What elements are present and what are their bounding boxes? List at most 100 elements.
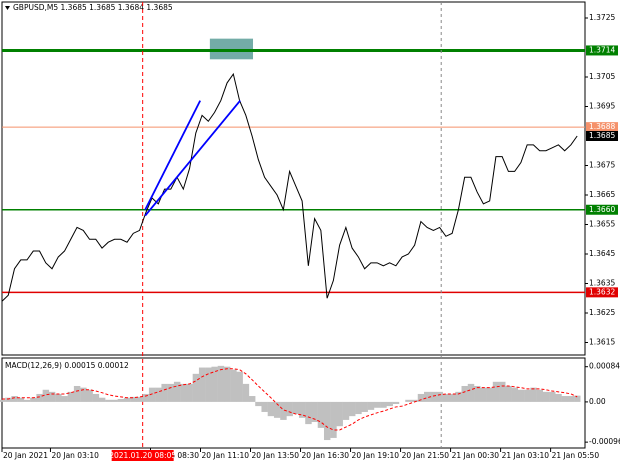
macd-bar (267, 401, 275, 417)
price-line (1, 72, 578, 302)
x-tick-label: 20 Jan 13:50 (252, 451, 300, 460)
macd-bar (248, 396, 256, 402)
signal-line (2, 368, 578, 431)
macd-bar (273, 401, 281, 418)
macd-bar (317, 401, 325, 428)
macd-bar (136, 396, 143, 402)
macd-bar (148, 387, 156, 402)
macd-bar (105, 399, 112, 402)
level-label: 1.3688 (589, 122, 615, 131)
macd-bar (436, 391, 443, 402)
macd-bar (23, 399, 31, 402)
x-tick-label: 20 Jan 08:30 (151, 451, 199, 460)
macd-bar (555, 393, 562, 402)
macd-bar (511, 387, 518, 402)
x-tick-label: 20 Jan 11:10 (202, 451, 250, 460)
level-label: 1.3660 (589, 205, 615, 214)
level-label-box (586, 204, 618, 215)
macd-bar (286, 401, 293, 417)
y-tick-label: 1.3615 (589, 338, 615, 347)
macd-bar (80, 387, 87, 402)
macd-bar (211, 366, 218, 402)
y-tick-label: 1.3675 (589, 161, 615, 170)
macd-bar (130, 396, 137, 402)
y-tick-label: 1.3655 (589, 220, 615, 229)
macd-bar (386, 401, 393, 407)
macd-bar (486, 387, 493, 402)
macd-bar (5, 397, 12, 402)
macd-bar (411, 399, 418, 402)
macd-bar (173, 381, 181, 402)
macd-bar (117, 398, 125, 402)
macd-bar (73, 385, 81, 402)
macd-bar (336, 401, 343, 427)
x-tick-label: 20 Jan 16:30 (302, 451, 350, 460)
macd-bar (367, 401, 375, 410)
macd-bar (542, 391, 550, 402)
macd-bar (111, 399, 118, 402)
macd-bar (230, 369, 237, 402)
macd-bar (536, 389, 543, 402)
macd-bar (417, 393, 425, 402)
menu-icon (5, 6, 10, 10)
level-label-box (586, 45, 618, 56)
macd-bar (348, 401, 356, 417)
macd-bar (61, 396, 68, 402)
level-label: 1.3714 (589, 45, 615, 54)
macd-bar (192, 373, 200, 402)
y-tick-label: 0.00 (589, 397, 606, 406)
macd-bar (123, 397, 131, 402)
y-tick-label: 1.3645 (589, 249, 615, 258)
current-price-label: 1.3685 (589, 131, 615, 140)
macd-bar (449, 393, 456, 402)
macd-bar (574, 395, 581, 402)
macd-bar (242, 383, 250, 402)
x-tick-label: 20 Jan 03:10 (51, 451, 99, 460)
y-tick-label: -0.00096 (589, 437, 620, 446)
macd-bar (323, 401, 331, 441)
macd-bar (467, 383, 475, 402)
macd-bar (48, 391, 56, 402)
macd-bar (461, 385, 468, 402)
macd-bar (355, 401, 362, 415)
x-tick-label: 20 Jan 2021 (3, 451, 48, 460)
macd-bar (330, 401, 337, 438)
macd-bar (499, 381, 506, 402)
y-tick-label: 1.3665 (589, 190, 615, 199)
macd-bar (30, 397, 37, 402)
macd-bar (530, 387, 537, 402)
macd-bar (205, 367, 212, 402)
macd-bar (311, 401, 318, 423)
macd-bar (342, 401, 350, 420)
macd-bar (505, 385, 512, 402)
y-tick-label: 1.3725 (589, 13, 615, 22)
y-tick-label: 1.3625 (589, 308, 615, 317)
macd-bar (92, 393, 100, 402)
x-tick-label: 21 Jan 05:50 (552, 451, 600, 460)
macd-bar (380, 401, 387, 408)
macd-bar (142, 393, 150, 402)
macd-bar (517, 389, 525, 402)
macd-bar (198, 367, 206, 402)
x-tick-label: 20 Jan 19:10 (352, 451, 400, 460)
macd-bar (55, 393, 62, 402)
macd-bar (280, 401, 287, 420)
level-label: 1.3632 (589, 287, 615, 296)
macd-bar (442, 393, 450, 402)
macd-bar (455, 391, 462, 402)
macd-bar (11, 396, 18, 402)
macd-bar (261, 401, 268, 412)
macd-bar (373, 401, 381, 408)
level-label-box (586, 122, 618, 133)
macd-bar (255, 401, 262, 407)
macd-bar (86, 389, 93, 402)
macd-bar (405, 399, 412, 402)
macd-bar (392, 401, 400, 404)
y-tick-label: 1.3705 (589, 72, 615, 81)
macd-bar (298, 401, 306, 418)
macd-bar (361, 401, 368, 412)
macd-bar (67, 391, 75, 402)
x-tick-label: 21 Jan 00:30 (452, 451, 500, 460)
